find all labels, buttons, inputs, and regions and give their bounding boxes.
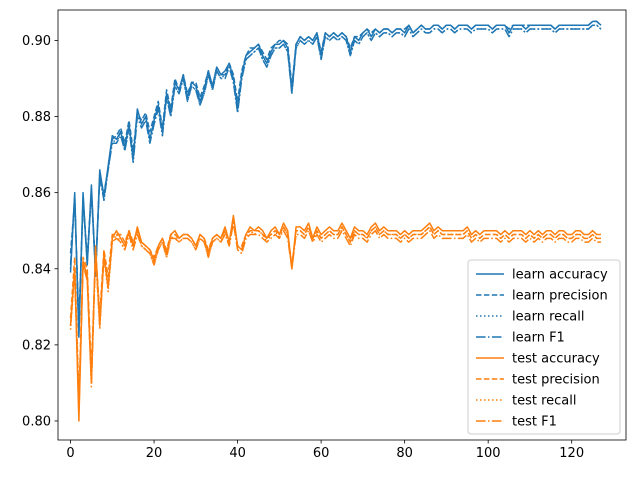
x-tick-label: 20 — [146, 446, 163, 461]
legend-box — [467, 259, 621, 435]
y-tick-label: 0.88 — [22, 110, 51, 125]
x-axis-ticks: 0 20 40 60 80 100 120 — [66, 440, 584, 461]
x-tick-label: 120 — [559, 446, 584, 461]
x-tick-label: 40 — [229, 446, 246, 461]
plot-frame — [57, 9, 627, 441]
y-axis-ticks: 0.80 0.82 0.84 0.86 0.88 0.90 — [22, 34, 58, 429]
y-tick-label: 0.84 — [22, 262, 51, 277]
y-tick-label: 0.86 — [22, 186, 51, 201]
legend-label: test F1 — [512, 415, 557, 430]
legend-label: learn accuracy — [512, 268, 608, 283]
series-line-learn-f1 — [69, 24, 602, 331]
x-tick-label: 80 — [396, 446, 413, 461]
series-line-learn-precision — [69, 20, 602, 323]
legend: learn accuracy learn precision learn recal… — [467, 259, 621, 435]
x-tick-label: 60 — [313, 446, 330, 461]
axes: 0 20 40 60 80 100 120 0.80 0.82 0.84 0.86 0.88 0.90 — [22, 9, 627, 461]
series-line-test-f1 — [69, 222, 601, 411]
legend-label: learn recall — [512, 310, 584, 325]
x-tick-label: 0 — [66, 446, 74, 461]
x-tick-label: 100 — [476, 446, 501, 461]
y-tick-label: 0.82 — [22, 338, 51, 353]
legend-label: test accuracy — [512, 352, 600, 367]
legend-label: learn F1 — [512, 331, 565, 346]
legend-label: test precision — [512, 373, 600, 388]
y-tick-label: 0.90 — [22, 34, 51, 49]
y-tick-label: 0.80 — [22, 414, 51, 429]
legend-label: test recall — [512, 394, 577, 409]
legend-label: learn precision — [512, 289, 608, 304]
series-layer — [69, 20, 602, 422]
